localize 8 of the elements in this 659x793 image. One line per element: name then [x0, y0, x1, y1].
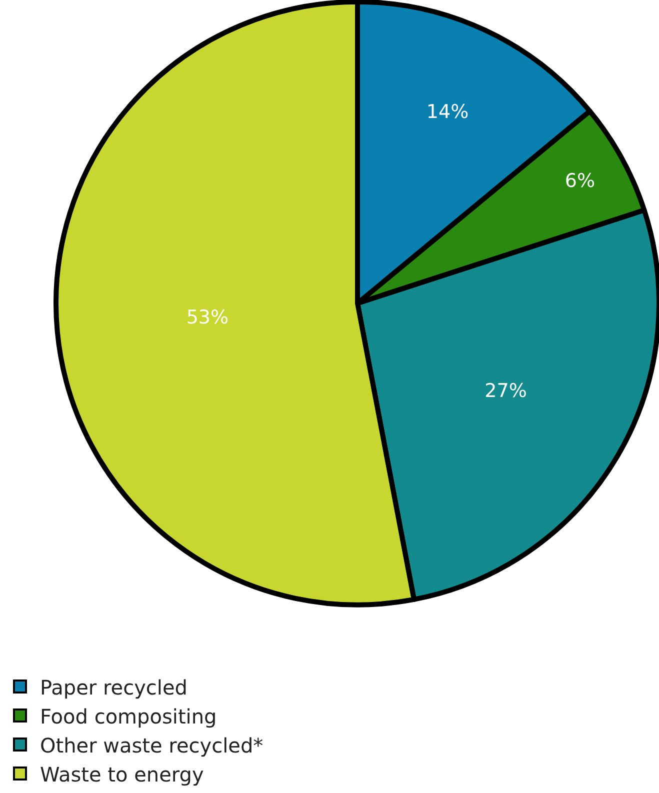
data-label: 14% — [426, 100, 469, 123]
data-label: 6% — [564, 170, 596, 192]
data-label: 53% — [186, 306, 229, 329]
data-label: 27% — [484, 380, 527, 402]
legend-label: Food compositing — [40, 704, 217, 728]
legend-label: Waste to energy — [40, 762, 204, 786]
legend-label: Other waste recycled* — [40, 733, 264, 758]
legend-label: Paper recycled — [40, 675, 188, 700]
